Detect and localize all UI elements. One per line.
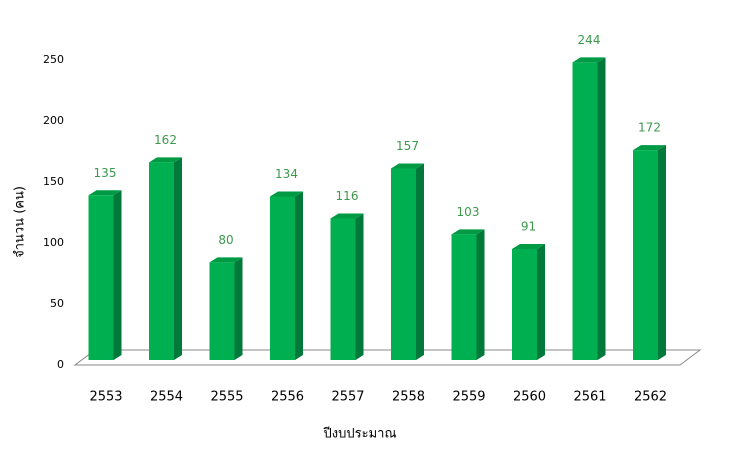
value-label: 162 (154, 133, 177, 147)
bar (633, 145, 666, 360)
x-tick-label: 2558 (392, 390, 425, 405)
x-tick-label: 2556 (271, 390, 304, 405)
y-tick-label: 50 (50, 297, 64, 310)
x-tick-label: 2562 (634, 390, 667, 405)
bar-top (391, 163, 424, 169)
x-tick-label: 2557 (331, 390, 364, 405)
bar-front (88, 195, 114, 360)
bar-side (537, 243, 545, 360)
bar-top (572, 57, 606, 63)
bar (88, 190, 122, 360)
bar-front (391, 168, 416, 360)
bar-side (658, 145, 666, 360)
bar-top (512, 243, 545, 249)
x-tick-label: 2561 (573, 390, 606, 405)
bar (270, 191, 303, 360)
bar-side (597, 57, 606, 360)
bar-front (451, 234, 477, 360)
bar-side (174, 157, 182, 360)
bar (572, 57, 606, 360)
bar-front (270, 196, 295, 360)
value-label: 80 (218, 233, 233, 247)
value-label: 116 (336, 189, 359, 203)
bar (149, 157, 182, 360)
bar-front (633, 150, 658, 360)
bar (209, 257, 243, 360)
x-tick-label: 2555 (210, 390, 243, 405)
bar-front (572, 62, 598, 360)
bar-top (270, 191, 303, 197)
y-tick-label: 150 (43, 175, 64, 188)
y-axis-title: จำนวน (คน) (13, 186, 28, 258)
bar-front (209, 262, 235, 360)
y-tick-label: 100 (43, 236, 64, 249)
y-tick-label: 0 (57, 358, 64, 371)
x-tick-label: 2560 (513, 390, 546, 405)
value-label: 135 (94, 166, 117, 180)
bar-top (149, 157, 182, 163)
bar-side (416, 163, 424, 360)
x-tick-label: 2559 (452, 390, 485, 405)
y-tick-label: 200 (43, 114, 64, 127)
bar-front (149, 162, 174, 360)
value-label: 103 (457, 205, 480, 219)
x-axis-title: ปีงบประมาณ (322, 426, 396, 442)
y-tick-label: 250 (43, 53, 64, 66)
value-label: 134 (275, 167, 298, 181)
bar-top (88, 190, 122, 196)
value-label: 244 (578, 33, 601, 47)
bar-side (113, 190, 122, 360)
bar (512, 243, 545, 360)
bar-side (234, 257, 243, 360)
x-tick-label: 2554 (150, 390, 183, 405)
bar (391, 163, 424, 360)
bar (330, 213, 364, 360)
value-label: 91 (521, 219, 536, 233)
bar-side (476, 229, 485, 360)
bar (451, 229, 485, 360)
bar-top (209, 257, 243, 263)
bar-top (330, 213, 364, 219)
bar-top (633, 145, 666, 151)
x-tick-label: 2553 (89, 390, 122, 405)
bar-side (355, 213, 364, 360)
value-label: 172 (638, 121, 661, 135)
bar-front (512, 248, 537, 360)
bar-top (451, 229, 485, 235)
bar-front (330, 218, 356, 360)
value-label: 157 (396, 139, 419, 153)
bar-side (295, 191, 303, 360)
